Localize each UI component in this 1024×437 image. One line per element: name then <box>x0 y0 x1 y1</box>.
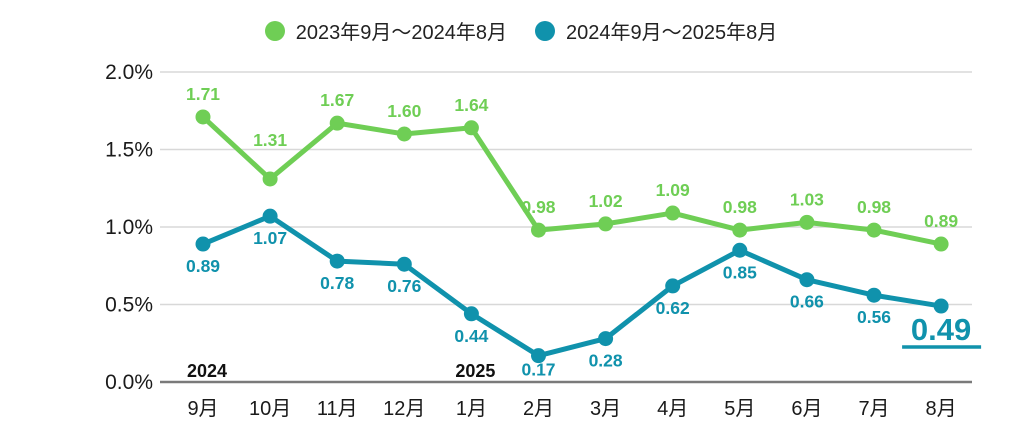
value-label: 1.07 <box>253 228 287 248</box>
legend: 2023年9月〜2024年8月 2024年9月〜2025年8月 <box>0 16 1024 45</box>
x-tick-label: 11月 <box>317 398 358 420</box>
year-label: 2024 <box>187 361 227 381</box>
value-label: 0.98 <box>857 197 891 217</box>
year-label: 2025 <box>455 361 495 381</box>
data-point[interactable] <box>933 298 949 314</box>
y-tick-label: 0.5% <box>105 294 153 317</box>
y-tick-label: 1.5% <box>105 139 153 162</box>
data-point[interactable] <box>463 120 479 136</box>
data-point[interactable] <box>195 109 211 125</box>
data-point[interactable] <box>262 208 278 224</box>
data-point[interactable] <box>262 171 278 187</box>
x-tick-label: 12月 <box>383 398 425 420</box>
data-point[interactable] <box>329 253 345 269</box>
legend-dot-icon <box>535 20 555 41</box>
legend-dot-icon <box>264 20 285 41</box>
y-tick-label: 0.0% <box>105 371 153 394</box>
value-label: 1.67 <box>320 90 354 110</box>
data-point[interactable] <box>665 278 681 294</box>
data-point[interactable] <box>531 348 546 364</box>
value-label: 0.85 <box>723 262 757 282</box>
legend-label: 2023年9月〜2024年8月 <box>295 22 507 44</box>
value-label: 0.89 <box>186 256 220 276</box>
data-point[interactable] <box>329 115 345 131</box>
data-point[interactable] <box>799 214 815 230</box>
data-point[interactable] <box>396 256 412 272</box>
data-point[interactable] <box>598 331 614 347</box>
value-label: 0.28 <box>589 351 623 371</box>
x-tick-label: 4月 <box>657 398 688 420</box>
value-label: 1.60 <box>387 101 421 121</box>
x-tick-label: 9月 <box>187 398 218 420</box>
data-point[interactable] <box>732 242 748 258</box>
x-tick-label: 7月 <box>858 398 889 420</box>
value-label: 0.78 <box>320 273 354 293</box>
value-label: 1.64 <box>454 95 488 115</box>
data-point[interactable] <box>463 306 479 322</box>
x-tick-label: 5月 <box>724 398 755 420</box>
value-label: 0.56 <box>857 307 891 327</box>
series-line-1 <box>200 114 944 247</box>
data-point[interactable] <box>665 205 681 221</box>
x-tick-label: 10月 <box>249 398 291 420</box>
data-point[interactable] <box>598 216 614 232</box>
data-point[interactable] <box>396 126 412 142</box>
value-label: 1.31 <box>253 130 287 150</box>
x-tick-label: 2月 <box>523 398 554 420</box>
x-tick-label: 3月 <box>590 398 621 420</box>
y-tick-label: 1.0% <box>105 216 153 239</box>
value-label: 0.76 <box>387 276 421 296</box>
value-label: 0.17 <box>521 360 555 380</box>
data-point[interactable] <box>933 236 949 252</box>
data-point[interactable] <box>799 272 815 288</box>
value-label: 1.03 <box>790 189 824 209</box>
series-line-2 <box>200 213 944 359</box>
value-label: 0.62 <box>656 298 690 318</box>
legend-item-series-2[interactable]: 2024年9月〜2025年8月 <box>535 16 777 45</box>
value-label: 0.44 <box>454 326 488 346</box>
x-tick-label: 6月 <box>791 398 822 420</box>
value-label: 0.98 <box>521 197 555 217</box>
data-point[interactable] <box>866 222 882 238</box>
value-label: 0.66 <box>790 292 824 312</box>
highlighted-value-label: 0.49 <box>911 312 971 347</box>
y-tick-label: 2.0% <box>105 61 153 84</box>
value-label: 1.02 <box>589 191 623 211</box>
data-point[interactable] <box>195 236 211 252</box>
x-tick-label: 1月 <box>456 398 487 420</box>
data-point[interactable] <box>531 222 546 238</box>
value-label: 0.98 <box>723 197 757 217</box>
value-label: 1.71 <box>186 84 220 104</box>
data-point[interactable] <box>732 222 748 238</box>
legend-label: 2024年9月〜2025年8月 <box>566 22 778 44</box>
data-point[interactable] <box>866 287 882 303</box>
x-tick-label: 8月 <box>926 398 957 420</box>
value-label: 1.09 <box>656 180 690 200</box>
legend-item-series-1[interactable]: 2023年9月〜2024年8月 <box>264 16 507 45</box>
value-label: 0.89 <box>924 211 958 231</box>
